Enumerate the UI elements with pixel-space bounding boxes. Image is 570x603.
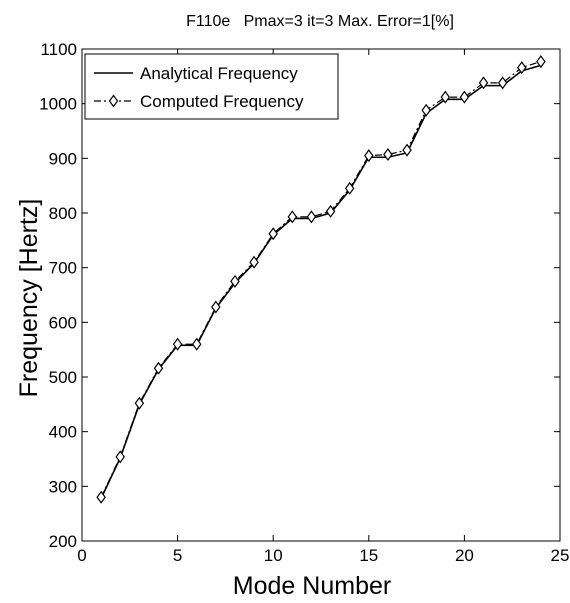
data-point [440, 90, 451, 104]
data-point [268, 227, 278, 241]
data-point [459, 90, 470, 104]
series-lines [100, 61, 542, 499]
data-point [172, 337, 183, 351]
data-point [96, 490, 106, 504]
data-point [134, 396, 145, 410]
y-tick-label: 1100 [40, 40, 77, 59]
y-tick-label: 700 [49, 259, 77, 278]
series-markers [96, 55, 546, 504]
series-line [100, 61, 542, 498]
x-tick-label: 10 [264, 546, 283, 565]
data-point [230, 274, 240, 288]
y-tick-label: 800 [49, 204, 77, 223]
data-point [287, 210, 298, 224]
axis-ticks: 0 5 10 15 20 25 200 300 400 500 600 700 800 900 1000 11… [39, 40, 569, 565]
data-point [517, 61, 527, 75]
series-line [100, 64, 542, 499]
y-tick-label: 400 [49, 423, 77, 442]
x-tick-label: 15 [359, 546, 378, 565]
legend-label-computed: Computed Frequency [140, 92, 304, 111]
data-point [344, 181, 355, 195]
x-tick-label: 0 [77, 546, 86, 565]
legend-box [84, 53, 339, 120]
data-point [211, 300, 221, 314]
plot-area [81, 48, 561, 542]
data-point [325, 204, 336, 218]
x-axis-label: Mode Number [233, 572, 391, 600]
x-tick-label: 25 [551, 546, 570, 565]
y-tick-label: 600 [49, 313, 77, 332]
data-point [115, 450, 125, 464]
y-axis-label: Frequency [Hertz] [15, 199, 43, 398]
data-point [383, 147, 393, 162]
legend-marker-computed [108, 94, 119, 108]
data-point [153, 361, 164, 375]
data-point [249, 255, 259, 269]
x-tick-label: 5 [173, 546, 182, 565]
chart-title: F110e Pmax=3 it=3 Max. Error=1[%] [186, 13, 454, 30]
legend-label-analytical: Analytical Frequency [140, 64, 298, 83]
data-point [191, 337, 202, 351]
y-tick-label: 1000 [39, 95, 77, 114]
data-point [536, 55, 546, 69]
data-point [402, 143, 412, 157]
data-point [421, 103, 431, 117]
y-tick-label: 200 [49, 532, 77, 551]
data-point [478, 76, 489, 90]
y-tick-label: 500 [49, 368, 77, 387]
legend: Analytical Frequency Computed Frequency [84, 53, 339, 120]
data-point [364, 149, 374, 163]
y-tick-label: 300 [49, 477, 77, 496]
x-tick-label: 20 [455, 546, 474, 565]
data-point [306, 210, 317, 224]
y-tick-label: 900 [49, 149, 77, 168]
data-point [497, 76, 508, 90]
